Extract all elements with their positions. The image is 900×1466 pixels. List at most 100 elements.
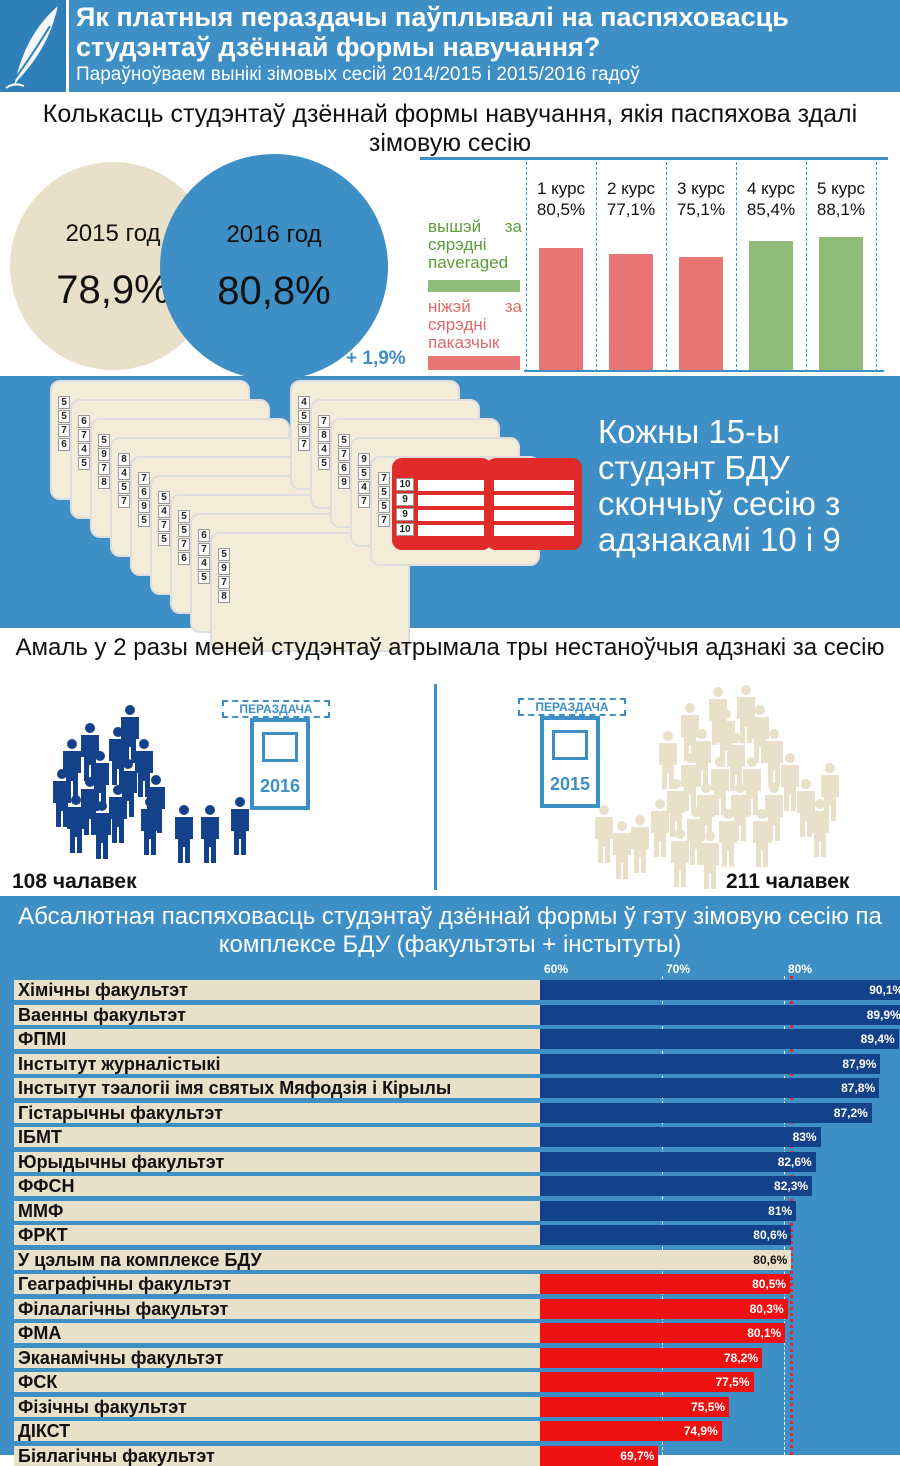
grade-cell: 6 bbox=[198, 529, 210, 542]
row-background bbox=[14, 1249, 540, 1270]
grade-cell: 7 bbox=[298, 438, 310, 451]
grade-cell: 5 bbox=[218, 548, 230, 561]
axis-tick: 70% bbox=[666, 962, 691, 976]
grade-cell: 8 bbox=[218, 590, 230, 603]
person-icon bbox=[659, 731, 677, 789]
course-bar bbox=[819, 237, 863, 370]
grade-cell: 7 bbox=[58, 424, 70, 437]
faculty-bar bbox=[540, 1298, 788, 1319]
axis-tick: 80% bbox=[788, 962, 813, 976]
person-icon bbox=[53, 769, 71, 827]
person-icon bbox=[711, 757, 729, 815]
people-illustration bbox=[53, 685, 839, 889]
faculty-label: Біялагічны факультэт bbox=[18, 1445, 215, 1466]
person-icon bbox=[701, 831, 719, 889]
grade-cell: 4 bbox=[358, 481, 370, 494]
grade-cell: 7 bbox=[98, 462, 110, 475]
faculty-bar bbox=[540, 1151, 816, 1172]
grade-cell: 5 bbox=[358, 467, 370, 480]
faculty-value: 77,5% bbox=[715, 1375, 750, 1389]
course-divider bbox=[806, 162, 807, 372]
person-icon bbox=[595, 805, 613, 863]
faculty-bar bbox=[540, 1396, 730, 1417]
person-icon bbox=[753, 809, 771, 867]
person-icon bbox=[727, 733, 745, 791]
faculty-label: Гістарычны факультэт bbox=[18, 1102, 223, 1123]
faculty-value: 74,9% bbox=[683, 1424, 718, 1438]
course-value: 85,4% bbox=[746, 200, 796, 219]
header: Як платныя пераздачы паўплывалі на паспя… bbox=[0, 0, 900, 92]
faculty-value: 82,6% bbox=[777, 1154, 812, 1169]
course-name: 4 курс bbox=[746, 179, 796, 198]
grade-cell: 5 bbox=[318, 457, 330, 470]
grade-cell: 7 bbox=[178, 538, 190, 551]
grade-cell: 9 bbox=[396, 508, 414, 521]
faculty-label: Геаграфічны факультэт bbox=[18, 1274, 232, 1294]
faculty-bar bbox=[540, 1225, 792, 1245]
page-subtitle: Параўноўваем вынікі зімовых сесій 2014/2… bbox=[76, 64, 640, 85]
person-icon bbox=[719, 809, 737, 867]
person-icon bbox=[109, 785, 127, 843]
person-icon bbox=[781, 753, 799, 811]
faculty-bar bbox=[540, 1200, 797, 1221]
person-icon bbox=[681, 753, 699, 811]
person-icon bbox=[667, 779, 685, 837]
faculty-bar bbox=[540, 1323, 786, 1343]
faculty-value: 75,5% bbox=[691, 1399, 726, 1414]
retake-tag-2015: ПЕРАЗДАЧА bbox=[518, 698, 626, 716]
grade-cell: 5 bbox=[198, 571, 210, 584]
row-background bbox=[14, 1078, 540, 1098]
circle-2016-percent: 80,8% bbox=[217, 268, 331, 313]
grade-cell: 5 bbox=[378, 500, 390, 513]
circle-2016: 2016 год 80,8% bbox=[160, 154, 388, 380]
row-background bbox=[14, 1298, 540, 1319]
person-icon bbox=[67, 795, 85, 853]
faculty-value: 80,3% bbox=[749, 1301, 784, 1316]
grade-cell: 6 bbox=[338, 462, 350, 475]
course-divider bbox=[666, 162, 667, 372]
faculty-value: 87,9% bbox=[842, 1056, 877, 1071]
grade-cell: 5 bbox=[178, 524, 190, 537]
door-2016-icon: 2016 bbox=[250, 718, 310, 810]
row-background bbox=[14, 1053, 540, 1074]
person-icon bbox=[751, 705, 769, 763]
circle-2015-percent: 78,9% bbox=[56, 267, 170, 312]
faculty-bar bbox=[540, 1004, 900, 1025]
row-background bbox=[14, 1029, 540, 1049]
legend-above-swatch bbox=[428, 280, 520, 292]
card-row bbox=[494, 510, 574, 521]
course-label: 4 курс 85,4% bbox=[736, 178, 806, 220]
faculty-value: 83% bbox=[792, 1130, 817, 1144]
grade-cell: 5 bbox=[158, 533, 170, 546]
circle-2016-year: 2016 год bbox=[226, 220, 322, 248]
faculty-label: Эканамічны факультэт bbox=[18, 1347, 224, 1368]
grade-cell: 9 bbox=[298, 424, 310, 437]
faculty-bar bbox=[540, 1274, 791, 1294]
faculty-value: 80,1% bbox=[747, 1326, 782, 1340]
grade-cell: 4 bbox=[158, 505, 170, 518]
grade-cell: 5 bbox=[378, 486, 390, 499]
section1-title: Колькасць студэнтаў дзённай формы навуча… bbox=[42, 100, 858, 157]
course-label: 3 курс 75,1% bbox=[666, 178, 736, 220]
card-row bbox=[418, 480, 484, 491]
grade-cell: 5 bbox=[58, 396, 70, 409]
card-row bbox=[494, 525, 574, 536]
legend-below-label: ніжэй за сярэдні паказчык bbox=[428, 297, 522, 352]
retake-tag-2016: ПЕРАЗДАЧА bbox=[222, 700, 330, 718]
grade-cell: 4 bbox=[118, 467, 130, 480]
grade-cell: 7 bbox=[218, 576, 230, 589]
faculty-bar bbox=[540, 1176, 813, 1196]
faculty-value: 78,2% bbox=[724, 1350, 759, 1365]
grade-cell: 8 bbox=[318, 429, 330, 442]
section3-title: Амаль у 2 разы меней студэнтаў атрымала … bbox=[15, 634, 885, 661]
section3-divider bbox=[434, 684, 437, 890]
faculty-bar bbox=[540, 1347, 763, 1368]
axis-tick: 60% bbox=[544, 962, 569, 976]
person-icon bbox=[175, 805, 193, 863]
faculty-value: 87,2% bbox=[833, 1105, 868, 1120]
circle-2015-year: 2015 год bbox=[65, 219, 161, 247]
faculty-label: ФРКТ bbox=[18, 1225, 68, 1245]
section2-text: Кожны 15-ы студэнт БДУ скончыў сесію з а… bbox=[598, 413, 841, 558]
course-bar bbox=[609, 253, 653, 370]
row-background bbox=[14, 1323, 540, 1343]
